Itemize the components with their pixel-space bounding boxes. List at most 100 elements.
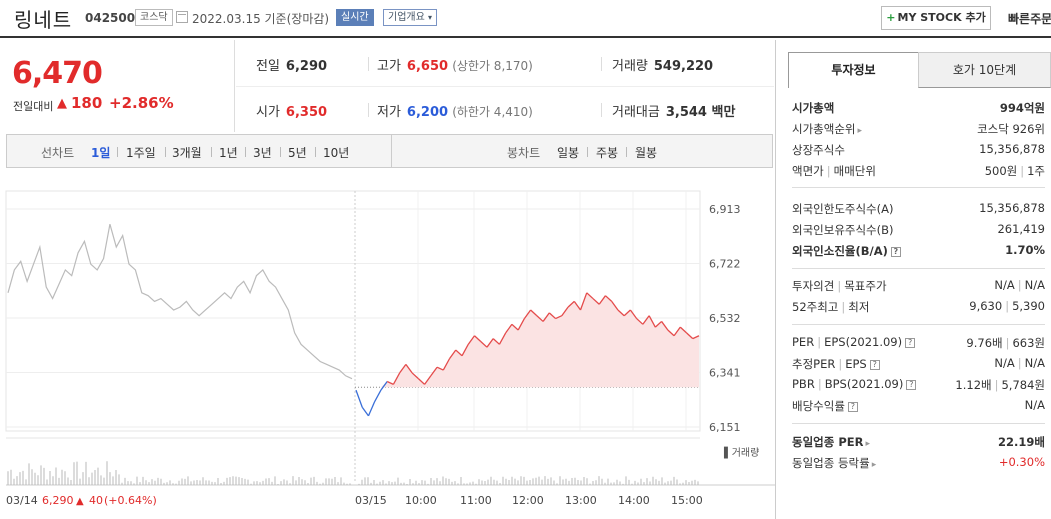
rank-label[interactable]: 시가총액순위 (792, 122, 856, 136)
eps-label: EPS(2021.09) (824, 335, 903, 349)
company-info-dropdown[interactable]: 기업개요 ▾ (383, 9, 438, 26)
y-tick-label: 6,532 (709, 312, 741, 325)
stock-header: 링네트 042500 코스닥 2022.03.15 기준(장마감) 실시간 기업… (0, 0, 1051, 38)
x-tick-label: 11:00 (460, 494, 492, 507)
footer-change: 40 (89, 494, 103, 507)
chevron-down-icon: ▾ (428, 13, 433, 22)
today-price-segment (617, 309, 625, 317)
tab-10year[interactable]: 10년 (323, 146, 350, 160)
divider (368, 57, 369, 71)
today-price-segment (598, 295, 606, 305)
stat-prev-value: 6,290 (285, 59, 328, 74)
market-badge: 코스닥 (135, 9, 173, 26)
tab-1year[interactable]: 1년 (219, 146, 238, 160)
footer-price: 6,290 (42, 494, 74, 507)
help-icon[interactable]: ? (906, 379, 917, 390)
today-price-segment (442, 358, 451, 371)
price-chart[interactable]: 6,913 6,722 6,532 6,341 6,151 ▌거래량 03/15 10:00 1… (0, 176, 775, 519)
footer-up-arrow-icon: ▲ (76, 496, 84, 507)
today-price-segment (648, 315, 656, 328)
add-mystock-button[interactable]: + MY STOCK 추가 (881, 6, 991, 30)
foreign-hold-label: 외국인보유주식수(B) (792, 223, 894, 237)
shares-label: 상장주식수 (792, 143, 845, 157)
tab-order-book[interactable]: 호가 10단계 (918, 52, 1051, 88)
per-label: PER (792, 335, 815, 349)
help-icon[interactable]: ? (869, 359, 880, 370)
today-price-segment (667, 329, 675, 337)
tab-line-chart[interactable]: 선차트 (41, 146, 75, 160)
today-price-segment (486, 338, 494, 348)
today-price-segment (642, 315, 650, 325)
divider (245, 147, 246, 157)
divider (315, 147, 316, 157)
quick-order-link[interactable]: 빠른주문 (1008, 12, 1051, 26)
tab-monthly[interactable]: 월봉 (635, 146, 658, 160)
chart-plot-frame (5, 190, 701, 432)
today-price-segment (555, 315, 563, 320)
opinion-label: 투자의견 (792, 279, 835, 293)
tab-weekly[interactable]: 주봉 (596, 146, 619, 160)
today-price-segment (417, 378, 426, 385)
industry-rate-value: +0.30% (998, 455, 1045, 469)
today-price-segment (542, 312, 550, 322)
today-price-segment (492, 338, 500, 345)
change-percent: +2.86% (109, 94, 174, 112)
invest-info-panel: 투자정보 호가 10단계 시가총액 994억원 시가총액순위 ▸ 코스닥 926위 상… (775, 40, 1051, 519)
stat-volume: 거래량 549,220 (612, 55, 713, 74)
divider (601, 103, 602, 117)
tab-3year[interactable]: 3년 (253, 146, 272, 160)
today-price-segment (392, 372, 401, 385)
stat-lower-limit: (하한가 4,410) (452, 105, 533, 119)
today-price-segment (361, 406, 369, 417)
today-price-segment (505, 323, 513, 334)
today-price-segment (374, 389, 382, 402)
divider (165, 147, 166, 157)
realtime-button[interactable]: 실시간 (336, 9, 374, 26)
foreign-ratio-label: 외국인소진율(B/A) (792, 244, 888, 258)
stat-amount-value: 3,544 백만 (665, 105, 736, 120)
tab-1week[interactable]: 1주일 (126, 146, 156, 160)
divider (391, 135, 392, 167)
y-tick-label: 6,341 (709, 367, 741, 380)
help-icon[interactable]: ? (890, 246, 901, 257)
tab-3month[interactable]: 3개월 (172, 146, 202, 160)
w52-low-label: 최저 (848, 300, 870, 314)
today-price-segment (474, 335, 482, 342)
today-price-segment (636, 318, 644, 325)
today-price-segment (355, 389, 363, 408)
today-price-segment (455, 349, 463, 357)
change-label: 전일대비 (13, 100, 54, 113)
up-arrow-icon: ▲ (57, 96, 67, 111)
stat-volume-label: 거래량 (612, 59, 648, 74)
stat-open-label: 시가 (256, 105, 280, 120)
target-label: 목표주가 (844, 279, 887, 293)
tab-5year[interactable]: 5년 (288, 146, 307, 160)
today-price-segment (467, 335, 476, 345)
x-tick-label: 15:00 (671, 494, 703, 507)
market-cap-label: 시가총액 (792, 101, 835, 115)
tab-invest-info[interactable]: 투자정보 (788, 52, 919, 88)
stat-high-value: 6,650 (406, 59, 449, 74)
footer-percent: (+0.64%) (104, 494, 157, 507)
y-tick-label: 6,722 (709, 258, 741, 271)
today-price-segment (573, 301, 582, 311)
stat-open-value: 6,350 (285, 105, 328, 120)
help-icon[interactable]: ? (847, 401, 858, 412)
today-price-segment (623, 309, 631, 317)
stat-low-label: 저가 (377, 105, 401, 120)
divider (626, 147, 627, 157)
foreign-hold-value: 261,419 (997, 222, 1045, 236)
today-price-segment (511, 323, 519, 331)
help-icon[interactable]: ? (905, 337, 916, 348)
par-label: 액면가 (792, 164, 824, 178)
today-price-segment (548, 312, 557, 320)
today-price-segment (480, 340, 488, 348)
industry-per-label[interactable]: 동일업종 PER (792, 435, 864, 449)
industry-rate-label[interactable]: 동일업종 등락률 (792, 456, 870, 470)
bps-label: BPS(2021.09) (824, 377, 904, 391)
foreign-limit-value: 15,356,878 (979, 201, 1045, 215)
tab-daily[interactable]: 일봉 (557, 146, 580, 160)
tab-1day[interactable]: 1일 (91, 146, 111, 160)
current-price-box: 6,470 전일대비 ▲ 180 +2.86% (0, 40, 235, 132)
tab-candle-chart[interactable]: 봉차트 (507, 146, 541, 160)
